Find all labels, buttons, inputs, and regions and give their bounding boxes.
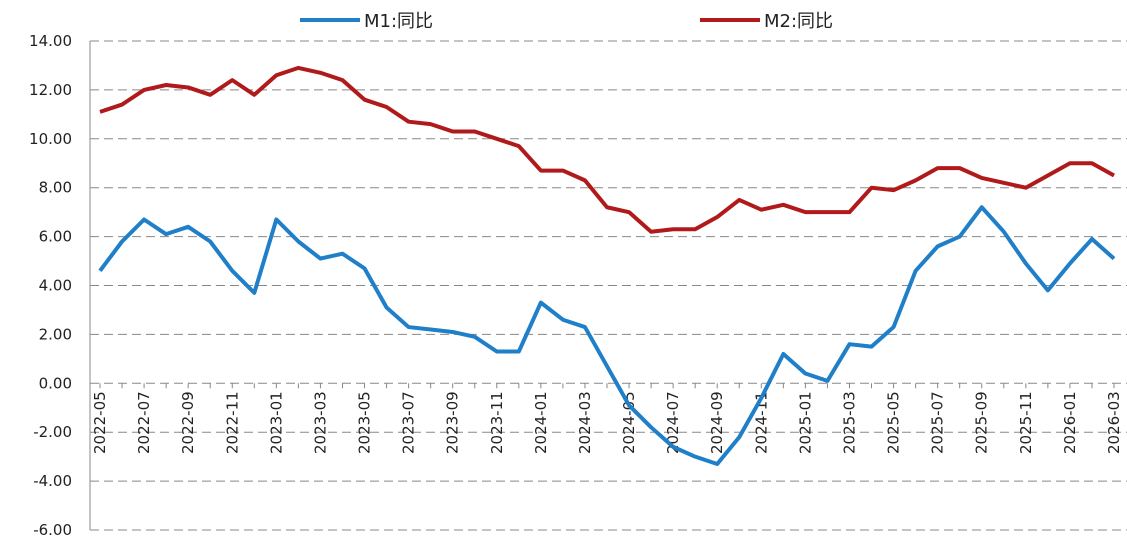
y-tick-label: -4.00 bbox=[33, 472, 72, 490]
y-tick-label: 10.00 bbox=[29, 130, 72, 148]
x-tick-label: 2025-07 bbox=[929, 391, 947, 454]
legend-label: M1:同比 bbox=[364, 11, 433, 32]
x-tick-label: 2026-03 bbox=[1105, 391, 1123, 454]
y-tick-label: 2.00 bbox=[39, 325, 72, 343]
x-tick-label: 2023-01 bbox=[267, 391, 285, 454]
y-tick-label: 0.00 bbox=[39, 374, 72, 392]
x-tick-label: 2023-07 bbox=[400, 391, 418, 454]
x-tick-label: 2024-01 bbox=[532, 391, 550, 454]
y-tick-label: 14.00 bbox=[29, 32, 72, 50]
series-line bbox=[99, 65, 1115, 234]
x-tick-label: 2023-11 bbox=[488, 391, 506, 454]
x-tick-label: 2025-03 bbox=[840, 391, 858, 454]
y-tick-label: 12.00 bbox=[29, 81, 72, 99]
x-tick-label: 2025-01 bbox=[796, 391, 814, 454]
x-tick-label: 2023-03 bbox=[311, 391, 329, 454]
x-tick-label: 2023-09 bbox=[444, 391, 462, 454]
x-tick-label: 2022-07 bbox=[135, 391, 153, 454]
x-tick-label: 2024-03 bbox=[576, 391, 594, 454]
x-tick-label: 2024-09 bbox=[708, 391, 726, 454]
x-tick-label: 2023-05 bbox=[356, 391, 374, 454]
y-tick-label: -6.00 bbox=[33, 521, 72, 539]
x-tick-label: 2022-09 bbox=[179, 391, 197, 454]
y-tick-label: 8.00 bbox=[39, 179, 72, 197]
x-tick-label: 2024-07 bbox=[664, 391, 682, 454]
legend-label: M2:同比 bbox=[764, 11, 833, 32]
y-tick-label: 6.00 bbox=[39, 228, 72, 246]
y-tick-label: 4.00 bbox=[39, 277, 72, 295]
x-tick-label: 2022-11 bbox=[223, 391, 241, 454]
x-tick-label: 2024-05 bbox=[620, 391, 638, 454]
x-tick-label: 2026-01 bbox=[1061, 391, 1079, 454]
series-line bbox=[98, 205, 1116, 466]
y-tick-label: -2.00 bbox=[33, 423, 72, 441]
x-tick-label: 2025-11 bbox=[1017, 391, 1035, 454]
x-tick-label: 2025-09 bbox=[973, 391, 991, 454]
x-tick-label: 2022-05 bbox=[91, 391, 109, 454]
x-tick-label: 2025-05 bbox=[885, 391, 903, 454]
